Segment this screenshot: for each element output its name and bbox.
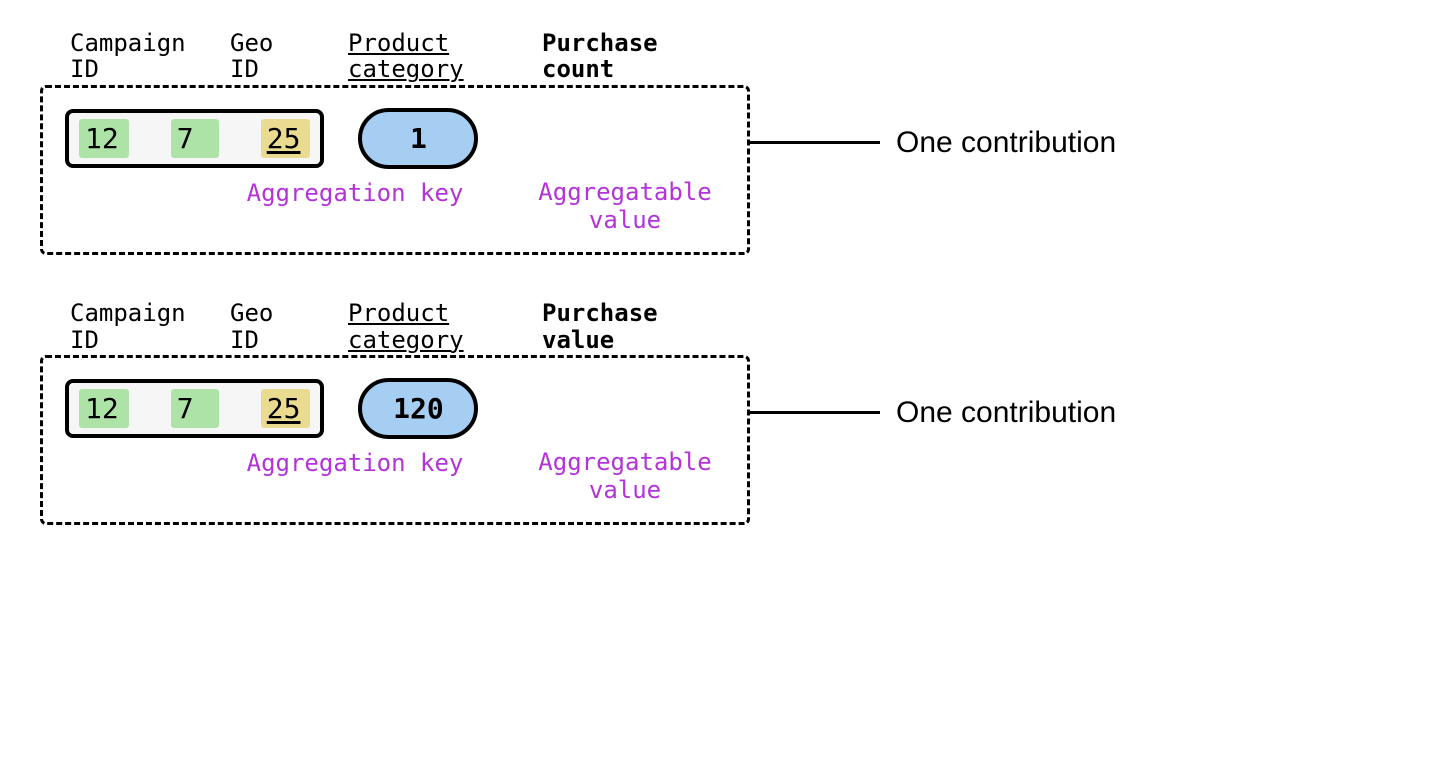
header-campaign-id: CampaignID <box>70 300 230 353</box>
contribution-content: 12 7 25 120 <box>65 378 725 439</box>
header-metric: Purchasecount <box>542 30 692 83</box>
aggregatable-value-pill: 120 <box>358 378 478 439</box>
connector-line <box>750 411 880 414</box>
label-aggregatable-value: Aggregatablevalue <box>525 179 725 234</box>
contribution-block: CampaignIDGeoIDProductcategory Purchaseco… <box>40 30 750 255</box>
contribution-content: 12 7 25 1 <box>65 108 725 169</box>
connector: One contribution <box>750 396 1116 430</box>
connector: One contribution <box>750 126 1116 160</box>
header-product-category: Productcategory <box>348 300 498 353</box>
chip-product-category: 25 <box>261 389 311 428</box>
header-geo-id: GeoID <box>230 30 348 83</box>
aggregatable-value-pill: 1 <box>358 108 478 169</box>
chip-campaign-id: 12 <box>79 119 129 158</box>
header-geo-id: GeoID <box>230 300 348 353</box>
chip-geo-id: 7 <box>171 119 219 158</box>
annotation-one-contribution: One contribution <box>896 126 1116 160</box>
contribution-dashed-box: 12 7 25 120 Aggregation key Aggregatablevalue <box>40 355 750 525</box>
chip-product-category: 25 <box>261 119 311 158</box>
contribution-row: CampaignIDGeoIDProductcategory Purchaseco… <box>40 30 1402 255</box>
label-aggregatable-value: Aggregatablevalue <box>525 449 725 504</box>
aggregation-key-box: 12 7 25 <box>65 109 324 168</box>
sub-labels: Aggregation key Aggregatablevalue <box>65 179 725 234</box>
label-aggregation-key: Aggregation key <box>205 449 505 504</box>
aggregation-key-box: 12 7 25 <box>65 379 324 438</box>
header-campaign-id: CampaignID <box>70 30 230 83</box>
annotation-one-contribution: One contribution <box>896 396 1116 430</box>
contribution-dashed-box: 12 7 25 1 Aggregation key Aggregatablevalue <box>40 85 750 255</box>
contribution-row: CampaignIDGeoIDProductcategory Purchaseva… <box>40 300 1402 525</box>
header-metric: Purchasevalue <box>542 300 692 353</box>
chip-campaign-id: 12 <box>79 389 129 428</box>
header-product-category: Productcategory <box>348 30 498 83</box>
chip-geo-id: 7 <box>171 389 219 428</box>
connector-line <box>750 141 880 144</box>
label-aggregation-key: Aggregation key <box>205 179 505 234</box>
contribution-block: CampaignIDGeoIDProductcategory Purchaseva… <box>40 300 750 525</box>
diagram-root: CampaignIDGeoIDProductcategoryPurchaseco… <box>40 30 1402 525</box>
sub-labels: Aggregation key Aggregatablevalue <box>65 449 725 504</box>
